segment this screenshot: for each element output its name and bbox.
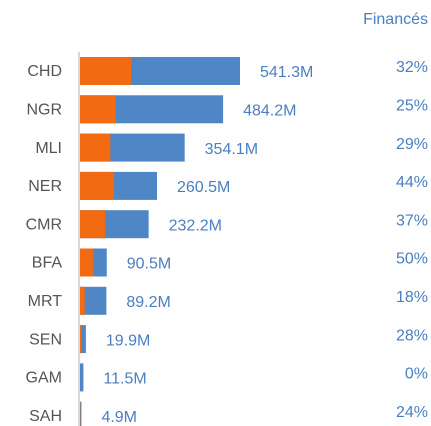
funded-pct-label: 37% (396, 212, 428, 229)
bar (80, 401, 82, 426)
funded-pct-label: 24% (396, 404, 428, 421)
funded-pct-label: 0% (405, 366, 428, 383)
value-label: 89.2M (126, 294, 170, 311)
funded-bar (80, 286, 85, 315)
category-label: NGR (26, 102, 62, 119)
funded-bar (80, 57, 132, 85)
value-label: 4.9M (101, 409, 137, 426)
value-label: 90.5M (127, 256, 171, 273)
bar (80, 363, 84, 392)
funded-pct-label: 29% (396, 136, 428, 153)
bar (80, 325, 86, 354)
value-label: 260.5M (177, 179, 230, 196)
value-label: 19.9M (106, 332, 150, 349)
funded-pct-label: 28% (396, 327, 428, 344)
funded-bar (80, 95, 116, 124)
category-label: SEN (29, 331, 62, 348)
funded-pct-label: 25% (396, 98, 428, 115)
funded-bar (80, 133, 111, 162)
funded-bar (80, 210, 106, 239)
funded-pct-label: 18% (396, 289, 428, 306)
category-label: CHD (27, 63, 62, 80)
category-label: NER (28, 178, 62, 195)
category-label: MLI (35, 140, 62, 157)
category-label: CMR (26, 216, 62, 233)
category-label: MRT (28, 293, 63, 310)
funded-bar (80, 171, 114, 200)
value-label: 541.3M (260, 64, 313, 81)
category-label: BFA (32, 255, 63, 272)
value-label: 484.2M (243, 103, 296, 120)
funded-bar (80, 325, 82, 354)
value-label: 11.5M (103, 371, 146, 388)
funded-pct-label: 32% (396, 59, 428, 76)
value-label: 232.2M (169, 217, 222, 234)
category-label: GAM (26, 370, 62, 387)
value-label: 354.1M (205, 141, 258, 158)
funded-pct-label: 50% (396, 251, 428, 268)
funded-header: Financés (363, 11, 428, 28)
funded-pct-label: 44% (396, 174, 428, 191)
funded-bar (80, 248, 94, 277)
category-label: SAH (29, 408, 62, 425)
